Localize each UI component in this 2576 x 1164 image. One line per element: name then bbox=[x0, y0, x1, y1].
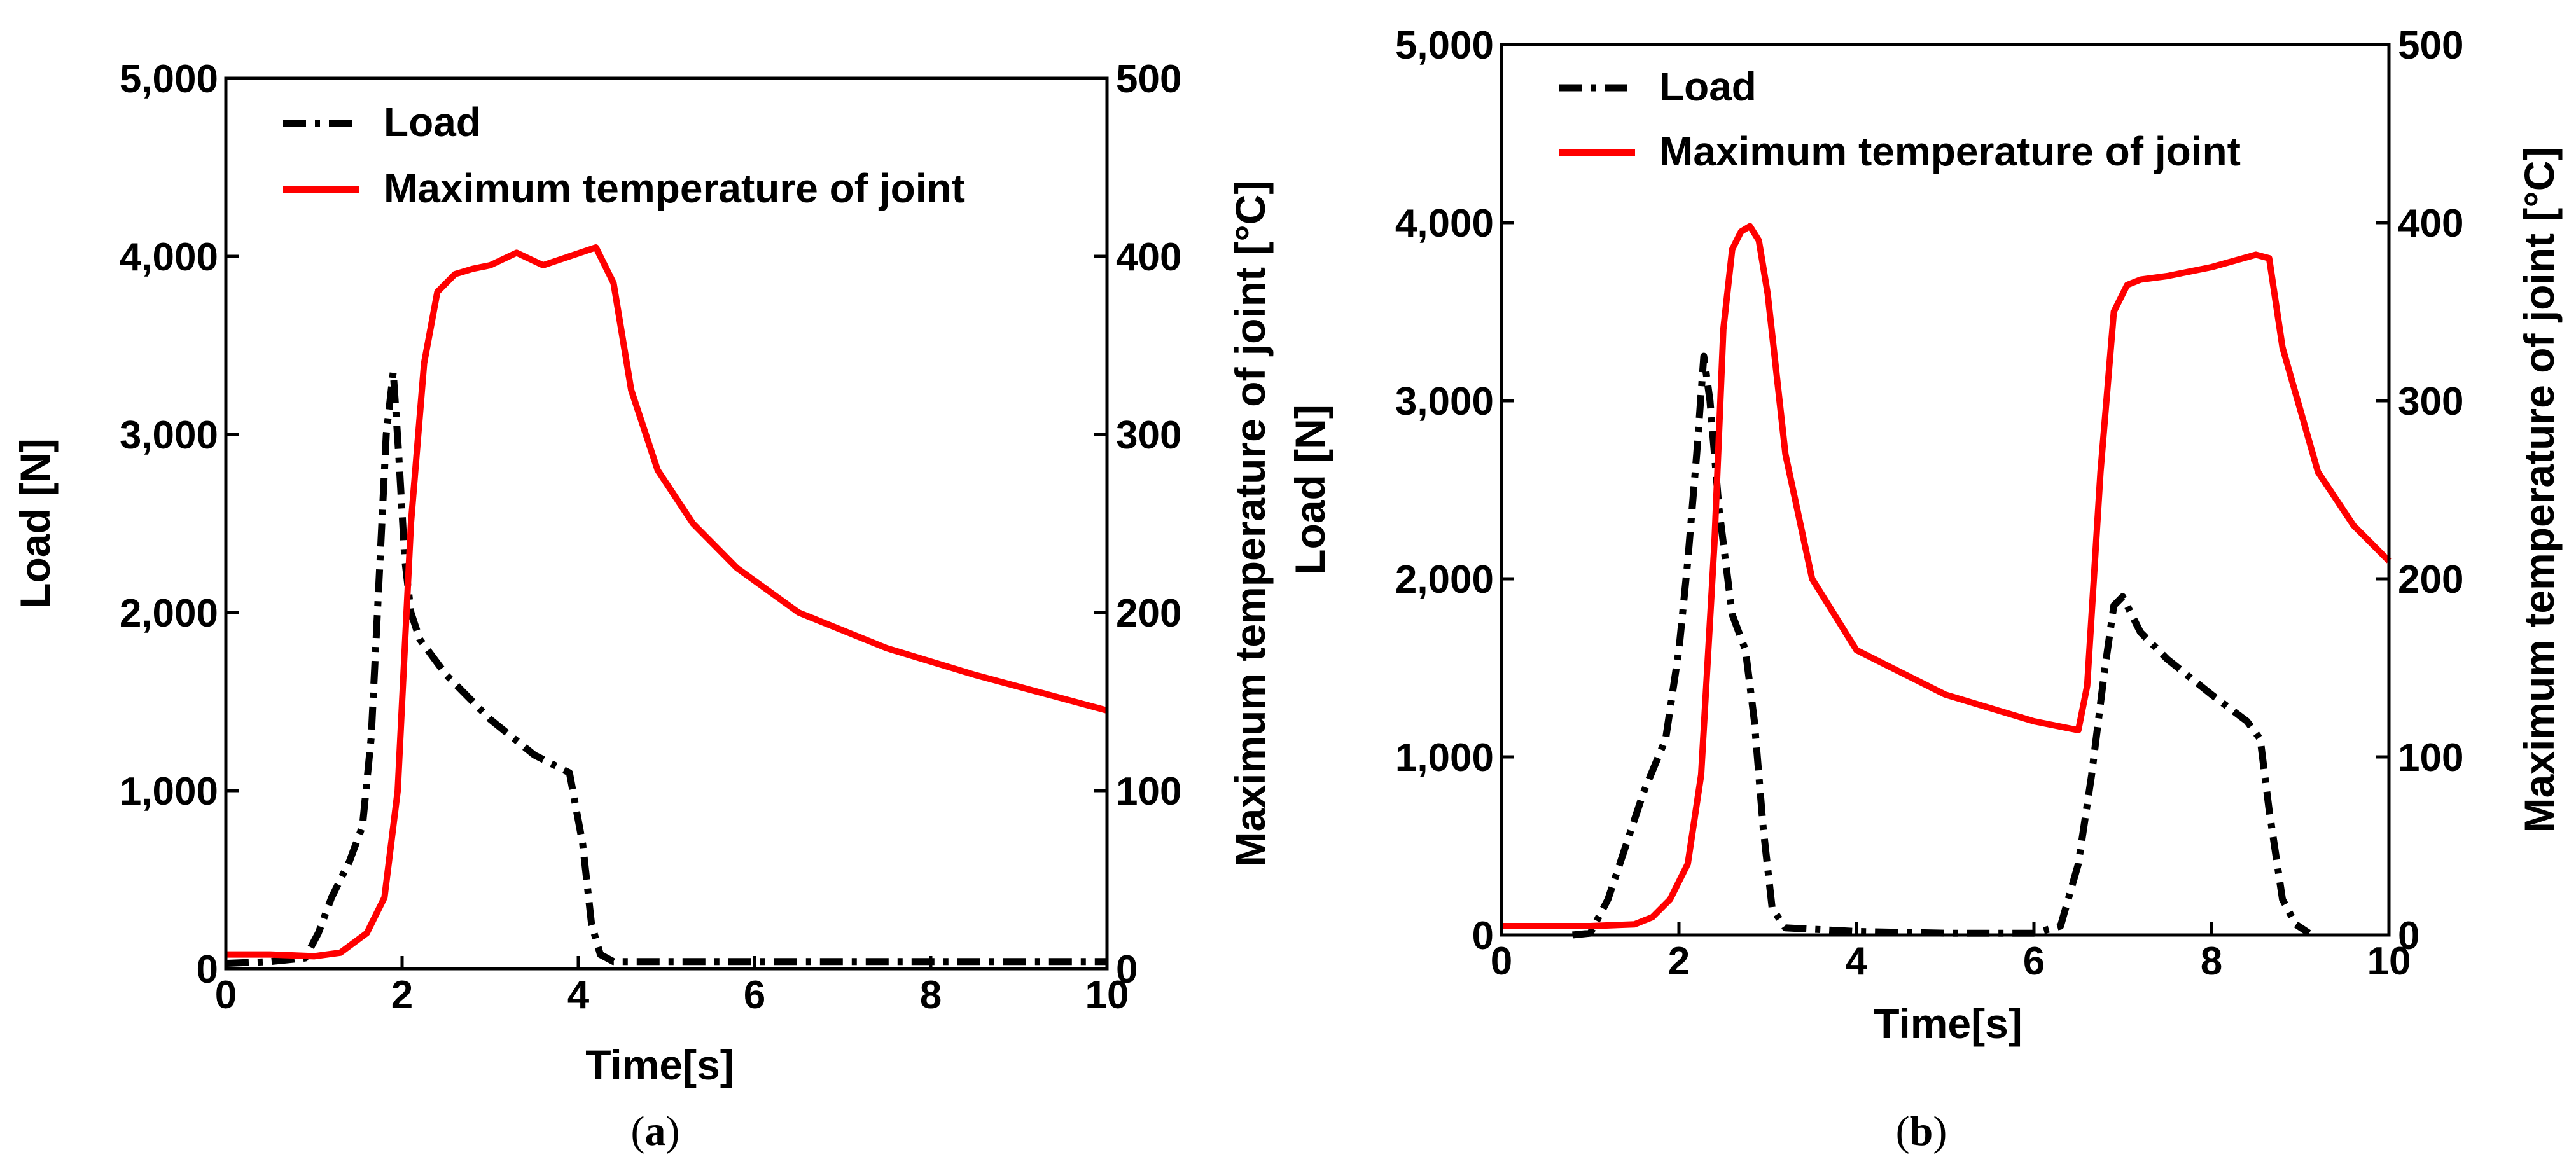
y-right-tick-label-a: 300 bbox=[1116, 413, 1181, 457]
x-tick-label-b: 2 bbox=[1668, 939, 1690, 983]
x-ticks-a: 0 2 4 6 8 10 bbox=[215, 956, 1129, 1017]
y-left-tick-label-a: 4,000 bbox=[120, 235, 218, 279]
y-left-tick-label-b: 5,000 bbox=[1395, 24, 1494, 67]
y-left-tick-label-a: 0 bbox=[197, 948, 218, 992]
y-right-tick-label-b: 400 bbox=[2398, 202, 2463, 246]
y-right-tick-label-b: 0 bbox=[2398, 914, 2419, 958]
series-line-temperature-b bbox=[1501, 223, 2392, 929]
series-line-load-b bbox=[1572, 352, 2311, 939]
y-left-tick-label-b: 4,000 bbox=[1395, 202, 1494, 246]
y-right-tick-label-b: 200 bbox=[2398, 558, 2463, 602]
y-right-tick-label-b: 500 bbox=[2398, 24, 2463, 67]
y-left-tick-label-a: 2,000 bbox=[120, 592, 218, 635]
y-right-axis-label-b: Maximum temperature of joint [°C] bbox=[2516, 147, 2563, 833]
y-right-tick-label-a: 0 bbox=[1116, 948, 1138, 992]
legend-b: Load Maximum temperature of joint bbox=[1559, 64, 2241, 174]
x-tick-label-a: 4 bbox=[567, 973, 590, 1017]
y-left-tick-label-a: 1,000 bbox=[120, 770, 218, 814]
x-tick-label-b: 4 bbox=[1846, 939, 1868, 983]
y-right-tick-label-a: 500 bbox=[1116, 57, 1181, 101]
plot-frame-b bbox=[1500, 43, 2391, 937]
legend-entry-load-a: Load bbox=[384, 99, 481, 145]
y-right-tick-label-b: 300 bbox=[2398, 380, 2463, 424]
x-tick-label-a: 2 bbox=[391, 973, 413, 1017]
caption-a: (a) bbox=[631, 1108, 680, 1154]
y-left-axis-label-b: Load [N] bbox=[1286, 405, 1333, 575]
y-right-ticks-b: 0 100 200 300 400 500 bbox=[2376, 24, 2463, 958]
series-layer-b bbox=[1501, 223, 2392, 939]
legend-entry-load-b: Load bbox=[1659, 64, 1757, 109]
y-right-ticks-a: 0 100 200 300 400 500 bbox=[1094, 57, 1181, 992]
y-left-tick-label-b: 1,000 bbox=[1395, 736, 1494, 780]
y-right-tick-label-a: 200 bbox=[1116, 592, 1181, 635]
legend-a: Load Maximum temperature of joint bbox=[283, 99, 965, 211]
caption-b: (b) bbox=[1896, 1108, 1947, 1154]
y-left-tick-label-b: 2,000 bbox=[1395, 558, 1494, 602]
x-ticks-b: 0 2 4 6 8 10 bbox=[1491, 922, 2411, 983]
y-left-ticks-a: 0 1,000 2,000 3,000 4,000 5,000 bbox=[120, 57, 239, 992]
series-line-load-a bbox=[225, 368, 1107, 967]
x-axis-label-a: Time[s] bbox=[585, 1041, 734, 1088]
series-line-temperature-a bbox=[226, 244, 1108, 960]
x-tick-label-b: 8 bbox=[2201, 939, 2222, 983]
y-right-axis-label-a: Maximum temperature of joint [°C] bbox=[1227, 181, 1274, 867]
y-right-tick-label-b: 100 bbox=[2398, 736, 2463, 780]
legend-entry-temperature-b: Maximum temperature of joint bbox=[1659, 128, 2241, 174]
x-tick-label-a: 6 bbox=[744, 973, 765, 1017]
chart-panel-a: 0 2 4 6 8 10 0 1,000 2,000 3,000 4,000 5,000 0 100 2… bbox=[11, 57, 1274, 1154]
y-left-axis-label-a: Load [N] bbox=[11, 438, 59, 609]
y-left-ticks-b: 0 1,000 2,000 3,000 4,000 5,000 bbox=[1395, 24, 1514, 958]
y-right-tick-label-a: 100 bbox=[1116, 770, 1181, 814]
x-axis-label-b: Time[s] bbox=[1874, 1000, 2023, 1047]
legend-entry-temperature-a: Maximum temperature of joint bbox=[384, 165, 965, 211]
y-left-tick-label-a: 3,000 bbox=[120, 413, 218, 457]
x-tick-label-a: 8 bbox=[920, 973, 942, 1017]
chart-panel-b: 0 2 4 6 8 10 0 1,000 2,000 3,000 4,000 5,000 0 100 2… bbox=[1286, 24, 2563, 1154]
y-left-tick-label-b: 0 bbox=[1472, 914, 1494, 958]
series-layer-a bbox=[225, 244, 1108, 967]
x-tick-label-a: 10 bbox=[1085, 973, 1129, 1017]
y-left-tick-label-a: 5,000 bbox=[120, 57, 218, 101]
x-tick-label-b: 10 bbox=[2367, 939, 2411, 983]
x-tick-label-b: 0 bbox=[1491, 939, 1512, 983]
x-tick-label-b: 6 bbox=[2023, 939, 2045, 983]
x-tick-label-a: 0 bbox=[215, 973, 237, 1017]
y-left-tick-label-b: 3,000 bbox=[1395, 380, 1494, 424]
plot-frame-a bbox=[224, 76, 1109, 971]
y-right-tick-label-a: 400 bbox=[1116, 235, 1181, 279]
